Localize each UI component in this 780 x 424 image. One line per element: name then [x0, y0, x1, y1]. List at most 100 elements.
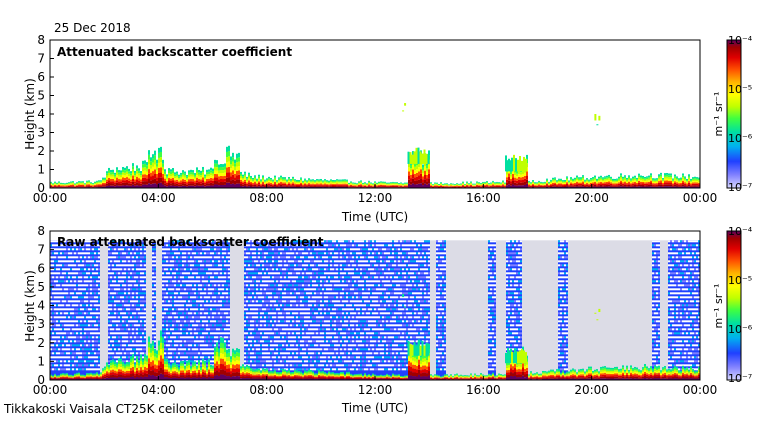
boundary-layer-cell — [228, 162, 230, 167]
boundary-layer-cell — [256, 185, 258, 186]
noise-pixel — [182, 260, 184, 262]
noise-pixel — [124, 288, 126, 290]
boundary-layer-cell — [318, 180, 320, 181]
noise-pixel — [94, 280, 96, 282]
noise-pixel — [52, 356, 54, 358]
boundary-layer-cell — [384, 186, 386, 187]
boundary-layer-cell — [610, 177, 612, 178]
noise-pixel — [82, 368, 84, 370]
boundary-layer-cell — [496, 182, 498, 183]
boundary-layer-cell — [412, 170, 414, 175]
noise-pixel — [88, 360, 90, 362]
boundary-layer-cell — [670, 183, 672, 185]
noise-pixel — [52, 308, 54, 310]
noise-pixel — [72, 332, 74, 334]
boundary-layer-cell — [434, 183, 436, 184]
noise-pixel — [136, 288, 138, 290]
noise-pixel — [86, 312, 88, 314]
boundary-layer-cell — [630, 183, 632, 184]
boundary-layer-cell — [594, 185, 596, 187]
cloud-feature-cell — [513, 155, 515, 172]
noise-pixel — [80, 292, 82, 294]
boundary-layer-cell — [432, 185, 434, 186]
boundary-layer-cell — [544, 184, 546, 185]
boundary-layer-cell — [632, 184, 634, 185]
boundary-layer-cell — [176, 174, 178, 176]
noise-pixel — [74, 256, 76, 258]
noise-pixel — [80, 332, 82, 334]
boundary-layer-cell — [446, 186, 448, 187]
boundary-layer-cell — [580, 183, 582, 184]
noise-pixel — [188, 292, 190, 294]
boundary-layer-cell — [192, 175, 194, 177]
boundary-layer-cell — [218, 167, 220, 170]
boundary-layer-cell — [300, 177, 302, 178]
boundary-layer-cell — [540, 183, 542, 184]
noise-pixel — [56, 328, 58, 330]
noise-pixel — [200, 324, 202, 326]
boundary-layer-cell — [414, 181, 416, 185]
boundary-layer-cell — [148, 150, 150, 155]
noise-pixel — [74, 276, 76, 278]
noise-pixel — [178, 348, 180, 350]
boundary-layer-cell — [650, 173, 652, 175]
boundary-layer-cell — [302, 184, 304, 185]
boundary-layer-cell — [140, 173, 142, 175]
boundary-layer-cell — [214, 170, 216, 174]
boundary-layer-cell — [416, 173, 418, 177]
boundary-layer-cell — [384, 185, 386, 186]
noise-pixel — [120, 252, 122, 254]
boundary-layer-cell — [562, 181, 564, 182]
boundary-layer-cell — [602, 181, 604, 182]
noise-pixel — [72, 264, 74, 266]
boundary-layer-cell — [648, 179, 650, 181]
noise-pixel — [192, 284, 194, 286]
boundary-layer-cell — [628, 175, 630, 177]
boundary-layer-cell — [480, 184, 482, 185]
boundary-layer-cell — [162, 174, 164, 178]
boundary-layer-cell — [470, 182, 472, 183]
noise-pixel — [94, 340, 96, 342]
noise-pixel — [88, 256, 90, 258]
noise-pixel — [200, 356, 202, 358]
noise-pixel — [54, 276, 56, 278]
boundary-layer-cell — [338, 184, 340, 185]
boundary-layer-cell — [514, 183, 516, 186]
boundary-layer-cell — [678, 183, 680, 184]
noise-pixel — [126, 344, 128, 346]
noise-pixel — [154, 300, 156, 302]
noise-pixel — [204, 332, 206, 334]
noise-pixel — [126, 280, 128, 282]
boundary-layer-cell — [90, 183, 92, 184]
noise-pixel — [82, 344, 84, 346]
noise-pixel — [144, 328, 146, 330]
noise-pixel — [176, 356, 178, 358]
boundary-layer-cell — [638, 175, 640, 177]
noise-pixel — [176, 348, 178, 350]
x-tick-label: 20:00 — [574, 191, 609, 205]
boundary-layer-cell — [276, 185, 278, 186]
boundary-layer-cell — [682, 173, 684, 175]
boundary-layer-cell — [450, 184, 452, 185]
boundary-layer-cell — [242, 183, 244, 185]
boundary-layer-cell — [144, 178, 146, 181]
boundary-layer-cell — [618, 178, 620, 179]
boundary-layer-cell — [548, 186, 550, 187]
noise-pixel — [202, 296, 204, 298]
noise-pixel — [136, 344, 138, 346]
cloud-feature-cell — [416, 148, 418, 164]
boundary-layer-cell — [78, 186, 80, 187]
noise-pixel — [74, 288, 76, 290]
noise-pixel — [130, 312, 132, 314]
noise-pixel — [200, 272, 202, 274]
noise-pixel — [98, 352, 100, 354]
boundary-layer-cell — [460, 185, 462, 186]
noise-pixel — [68, 292, 70, 294]
boundary-layer-cell — [370, 183, 372, 184]
noise-pixel — [68, 324, 70, 326]
noise-pixel — [114, 304, 116, 306]
boundary-layer-cell — [248, 178, 250, 180]
noise-pixel — [166, 304, 168, 306]
noise-pixel — [204, 280, 206, 282]
boundary-layer-cell — [120, 170, 122, 172]
